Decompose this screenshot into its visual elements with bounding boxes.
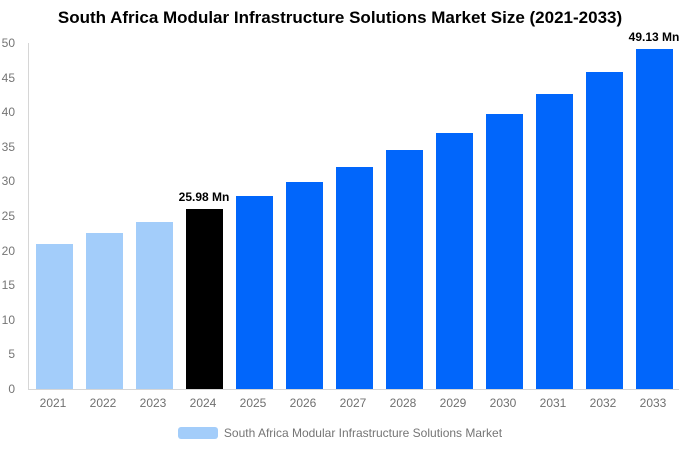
x-axis-label-2029: 2029	[439, 396, 467, 410]
x-axis-label-2028: 2028	[389, 396, 417, 410]
legend-label: South Africa Modular Infrastructure Solu…	[223, 426, 503, 440]
legend-swatch-icon	[177, 427, 218, 439]
bar-2021[interactable]	[35, 243, 73, 389]
y-axis-tick-label: 35	[1, 139, 15, 154]
y-axis: 0 5 10 15 20 25 30 35 40 45 50	[0, 37, 24, 395]
plot-area: 25.98 Mn 49.13 Mn	[28, 31, 679, 390]
bar-2029[interactable]	[435, 132, 473, 389]
y-axis-tick-label: 0	[8, 382, 15, 396]
y-axis-tick-label: 25	[1, 209, 15, 223]
y-axis-tick-label: 15	[1, 278, 15, 293]
y-axis-tick-label: 50	[1, 36, 15, 50]
bar-value-label-2024: 25.98 Mn	[178, 190, 230, 205]
bar-2027[interactable]	[335, 166, 373, 389]
chart-title: South Africa Modular Infrastructure Solu…	[57, 8, 623, 27]
bar-2033[interactable]	[635, 49, 673, 389]
bar-2024[interactable]	[185, 209, 223, 389]
legend-item[interactable]: South Africa Modular Infrastructure Solu…	[177, 426, 503, 440]
x-axis-label-2026: 2026	[289, 396, 317, 410]
x-axis-label-2024: 2024	[189, 396, 217, 410]
bar-2022[interactable]	[85, 232, 123, 389]
x-axis-label-2033: 2033	[639, 396, 667, 410]
y-axis-tick-label: 5	[8, 347, 15, 362]
bar-2026[interactable]	[285, 181, 323, 389]
x-axis-label-2021: 2021	[39, 396, 67, 410]
bar-2028[interactable]	[385, 150, 423, 389]
x-axis-label-2031: 2031	[539, 396, 567, 410]
x-axis-label-2032: 2032	[589, 396, 617, 410]
y-axis-tick-label: 30	[1, 174, 15, 189]
y-axis-tick-label: 10	[1, 312, 15, 327]
bar-2023[interactable]	[135, 221, 173, 389]
y-axis-tick-label: 45	[1, 70, 15, 85]
x-axis-label-2027: 2027	[339, 396, 367, 410]
x-axis-label-2025: 2025	[239, 396, 267, 410]
bar-2031[interactable]	[535, 93, 573, 389]
bar-2025[interactable]	[235, 196, 273, 389]
x-axis: 2021 2022 2023 2024 2025 2026 2027 2028 2029 2030…	[28, 395, 678, 411]
legend: South Africa Modular Infrastructure Solu…	[0, 426, 680, 440]
x-axis-label-2023: 2023	[139, 396, 167, 410]
x-axis-label-2022: 2022	[89, 396, 117, 410]
bar-2032[interactable]	[585, 72, 623, 389]
y-axis-tick-label: 40	[1, 105, 15, 120]
x-axis-label-2030: 2030	[489, 396, 517, 410]
bar-value-label-2033: 49.13 Mn	[628, 30, 680, 45]
y-axis-tick-label: 20	[1, 243, 15, 258]
bar-2030[interactable]	[485, 114, 523, 389]
